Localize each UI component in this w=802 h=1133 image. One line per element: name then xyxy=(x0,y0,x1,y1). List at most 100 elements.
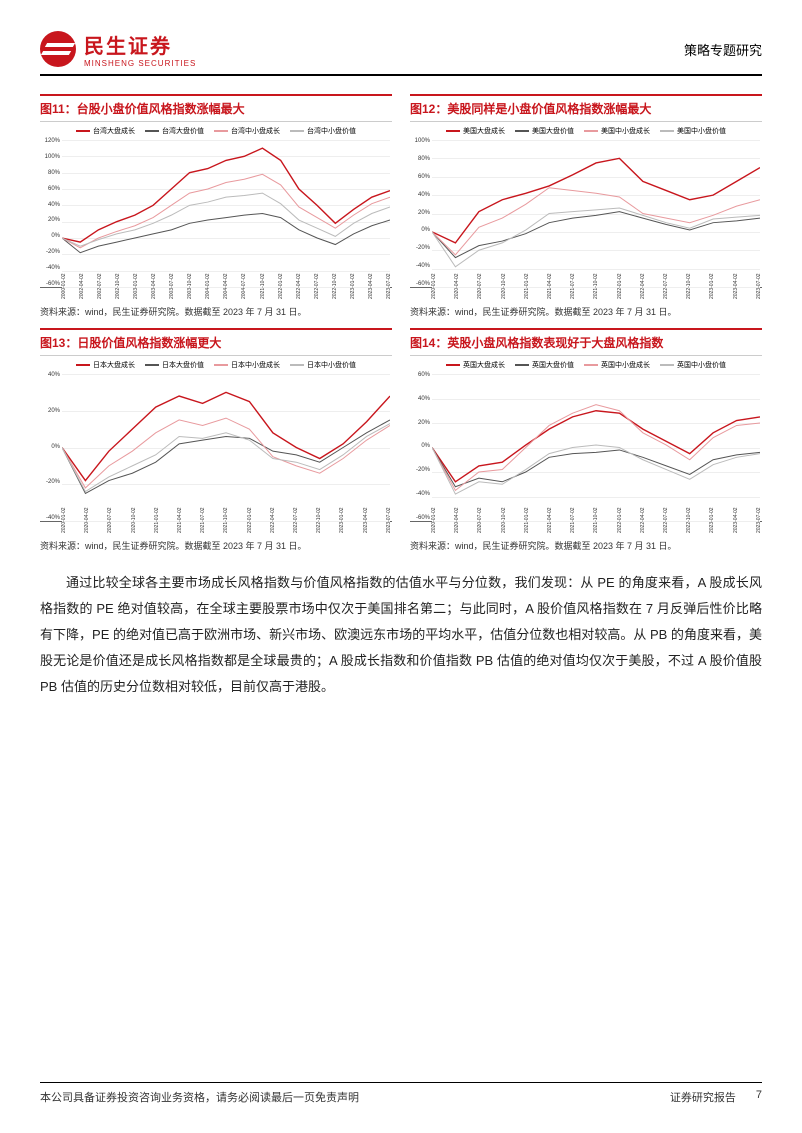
legend-swatch xyxy=(214,130,228,132)
chart-svg xyxy=(62,140,390,287)
legend-label: 美国中小盘成长 xyxy=(601,126,650,136)
legend-label: 美国大盘价值 xyxy=(532,126,574,136)
legend-label: 美国大盘成长 xyxy=(463,126,505,136)
legend-swatch xyxy=(76,130,90,132)
chart-source: 资料来源：wind，民生证券研究院。数据截至 2023 年 7 月 31 日。 xyxy=(40,302,392,322)
x-axis-labels: 2020-01-022020-04-022020-07-022020-10-02… xyxy=(432,523,762,533)
legend-item: 英国中小盘价值 xyxy=(660,360,726,370)
legend-item: 台湾大盘成长 xyxy=(76,126,135,136)
legend-label: 台湾中小盘成长 xyxy=(231,126,280,136)
legend-swatch xyxy=(584,130,598,132)
chart-12: 图12：美股同样是小盘价值风格指数涨幅最大 美国大盘成长 美国大盘价值 美国中小盘成… xyxy=(410,94,762,322)
chart-title: 图13：日股价值风格指数涨幅更大 xyxy=(40,328,392,356)
header-category: 策略专题研究 xyxy=(684,40,762,59)
legend-label: 英国中小盘成长 xyxy=(601,360,650,370)
chart-14: 图14：英股小盘风格指数表现好于大盘风格指数 英国大盘成长 英国大盘价值 英国中小盘… xyxy=(410,328,762,556)
chart-legend: 美国大盘成长 美国大盘价值 美国中小盘成长 美国中小盘价值 xyxy=(410,124,762,138)
chart-plot: 100%80%60%40%20%0%-20%-40%-60%2020-01-02… xyxy=(410,138,762,288)
chart-legend: 日本大盘成长 日本大盘价值 日本中小盘成长 日本中小盘价值 xyxy=(40,358,392,372)
chart-plot: 120%100%80%60%40%20%0%-20%-40%-60%2000-0… xyxy=(40,138,392,288)
legend-swatch xyxy=(290,130,304,132)
legend-item: 日本大盘成长 xyxy=(76,360,135,370)
legend-swatch xyxy=(660,130,674,132)
series-line xyxy=(432,405,760,491)
chart-source: 资料来源：wind，民生证券研究院。数据截至 2023 年 7 月 31 日。 xyxy=(40,536,392,556)
chart-source: 资料来源：wind，民生证券研究院。数据截至 2023 年 7 月 31 日。 xyxy=(410,302,762,322)
legend-swatch xyxy=(446,364,460,366)
series-line xyxy=(62,174,390,248)
logo-text-en: MINSHENG SECURITIES xyxy=(84,59,196,68)
chart-13: 图13：日股价值风格指数涨幅更大 日本大盘成长 日本大盘价值 日本中小盘成长 日本中小… xyxy=(40,328,392,556)
legend-item: 美国大盘价值 xyxy=(515,126,574,136)
legend-swatch xyxy=(515,130,529,132)
legend-swatch xyxy=(660,364,674,366)
legend-swatch xyxy=(76,364,90,366)
page-footer: 本公司具备证券投资咨询业务资格，请务必阅读最后一页免责声明 证券研究报告 7 xyxy=(40,1082,762,1105)
legend-label: 英国大盘成长 xyxy=(463,360,505,370)
legend-label: 英国大盘价值 xyxy=(532,360,574,370)
legend-label: 日本中小盘价值 xyxy=(307,360,356,370)
logo-icon xyxy=(40,31,76,67)
legend-item: 英国大盘成长 xyxy=(446,360,505,370)
footer-disclaimer: 本公司具备证券投资咨询业务资格，请务必阅读最后一页免责声明 xyxy=(40,1089,359,1105)
chart-title: 图11：台股小盘价值风格指数涨幅最大 xyxy=(40,94,392,122)
logo-block: 民生证券 MINSHENG SECURITIES xyxy=(40,30,196,68)
legend-label: 台湾大盘成长 xyxy=(93,126,135,136)
page-number: 7 xyxy=(756,1089,762,1105)
series-line xyxy=(62,424,390,492)
legend-item: 美国大盘成长 xyxy=(446,126,505,136)
chart-svg xyxy=(432,374,760,521)
legend-item: 台湾大盘价值 xyxy=(145,126,204,136)
legend-swatch xyxy=(515,364,529,366)
legend-label: 美国中小盘价值 xyxy=(677,126,726,136)
chart-source: 资料来源：wind，民生证券研究院。数据截至 2023 年 7 月 31 日。 xyxy=(410,536,762,556)
logo-text-cn: 民生证券 xyxy=(84,30,196,59)
legend-label: 日本大盘价值 xyxy=(162,360,204,370)
legend-item: 台湾中小盘价值 xyxy=(290,126,356,136)
chart-title: 图12：美股同样是小盘价值风格指数涨幅最大 xyxy=(410,94,762,122)
chart-title: 图14：英股小盘风格指数表现好于大盘风格指数 xyxy=(410,328,762,356)
chart-11: 图11：台股小盘价值风格指数涨幅最大 台湾大盘成长台湾大盘价值台湾中小盘成长台湾… xyxy=(40,94,392,322)
plot-area xyxy=(62,140,390,287)
series-line xyxy=(432,158,760,243)
chart-plot: 60%40%20%0%-20%-40%-60%2020-01-022020-04… xyxy=(410,372,762,522)
legend-item: 英国大盘价值 xyxy=(515,360,574,370)
plot-area xyxy=(432,140,760,287)
y-axis-labels: 100%80%60%40%20%0%-20%-40%-60% xyxy=(410,138,430,287)
page-header: 民生证券 MINSHENG SECURITIES 策略专题研究 xyxy=(40,30,762,76)
x-axis-labels: 2020-01-022020-04-022020-07-022020-10-02… xyxy=(62,523,392,533)
y-axis-labels: 40%20%0%-20%-40% xyxy=(40,372,60,521)
legend-label: 台湾中小盘价值 xyxy=(307,126,356,136)
y-axis-labels: 120%100%80%60%40%20%0%-20%-40%-60% xyxy=(40,138,60,287)
legend-label: 英国中小盘价值 xyxy=(677,360,726,370)
legend-item: 美国中小盘成长 xyxy=(584,126,650,136)
legend-label: 日本大盘成长 xyxy=(93,360,135,370)
legend-item: 美国中小盘价值 xyxy=(660,126,726,136)
body-paragraph: 通过比较全球各主要市场成长风格指数与价值风格指数的估值水平与分位数，我们发现：从… xyxy=(40,570,762,700)
legend-item: 日本中小盘成长 xyxy=(214,360,280,370)
series-line xyxy=(432,212,760,258)
legend-swatch xyxy=(584,364,598,366)
chart-svg xyxy=(432,140,760,287)
legend-swatch xyxy=(145,364,159,366)
y-axis-labels: 60%40%20%0%-20%-40%-60% xyxy=(410,372,430,521)
chart-grid: 图11：台股小盘价值风格指数涨幅最大 台湾大盘成长台湾大盘价值台湾中小盘成长台湾… xyxy=(40,94,762,556)
legend-swatch xyxy=(446,130,460,132)
paragraph-text: 通过比较全球各主要市场成长风格指数与价值风格指数的估值水平与分位数，我们发现：从… xyxy=(40,570,762,700)
x-axis-labels: 2020-01-022020-04-022020-07-022020-10-02… xyxy=(432,289,762,299)
legend-swatch xyxy=(290,364,304,366)
plot-area xyxy=(432,374,760,521)
series-line xyxy=(62,418,390,488)
legend-item: 日本中小盘价值 xyxy=(290,360,356,370)
legend-label: 日本中小盘成长 xyxy=(231,360,280,370)
legend-swatch xyxy=(214,364,228,366)
legend-label: 台湾大盘价值 xyxy=(162,126,204,136)
chart-plot: 40%20%0%-20%-40%2020-01-022020-04-022020… xyxy=(40,372,392,522)
chart-legend: 英国大盘成长 英国大盘价值 英国中小盘成长 英国中小盘价值 xyxy=(410,358,762,372)
series-line xyxy=(62,148,390,242)
series-line xyxy=(432,448,760,487)
footer-report-type: 证券研究报告 xyxy=(670,1089,736,1105)
chart-legend: 台湾大盘成长 台湾大盘价值 台湾中小盘成长 台湾中小盘价值 xyxy=(40,124,392,138)
plot-area xyxy=(62,374,390,521)
x-axis-labels: 2000-01-022002-04-022002-07-022002-10-02… xyxy=(62,289,392,299)
